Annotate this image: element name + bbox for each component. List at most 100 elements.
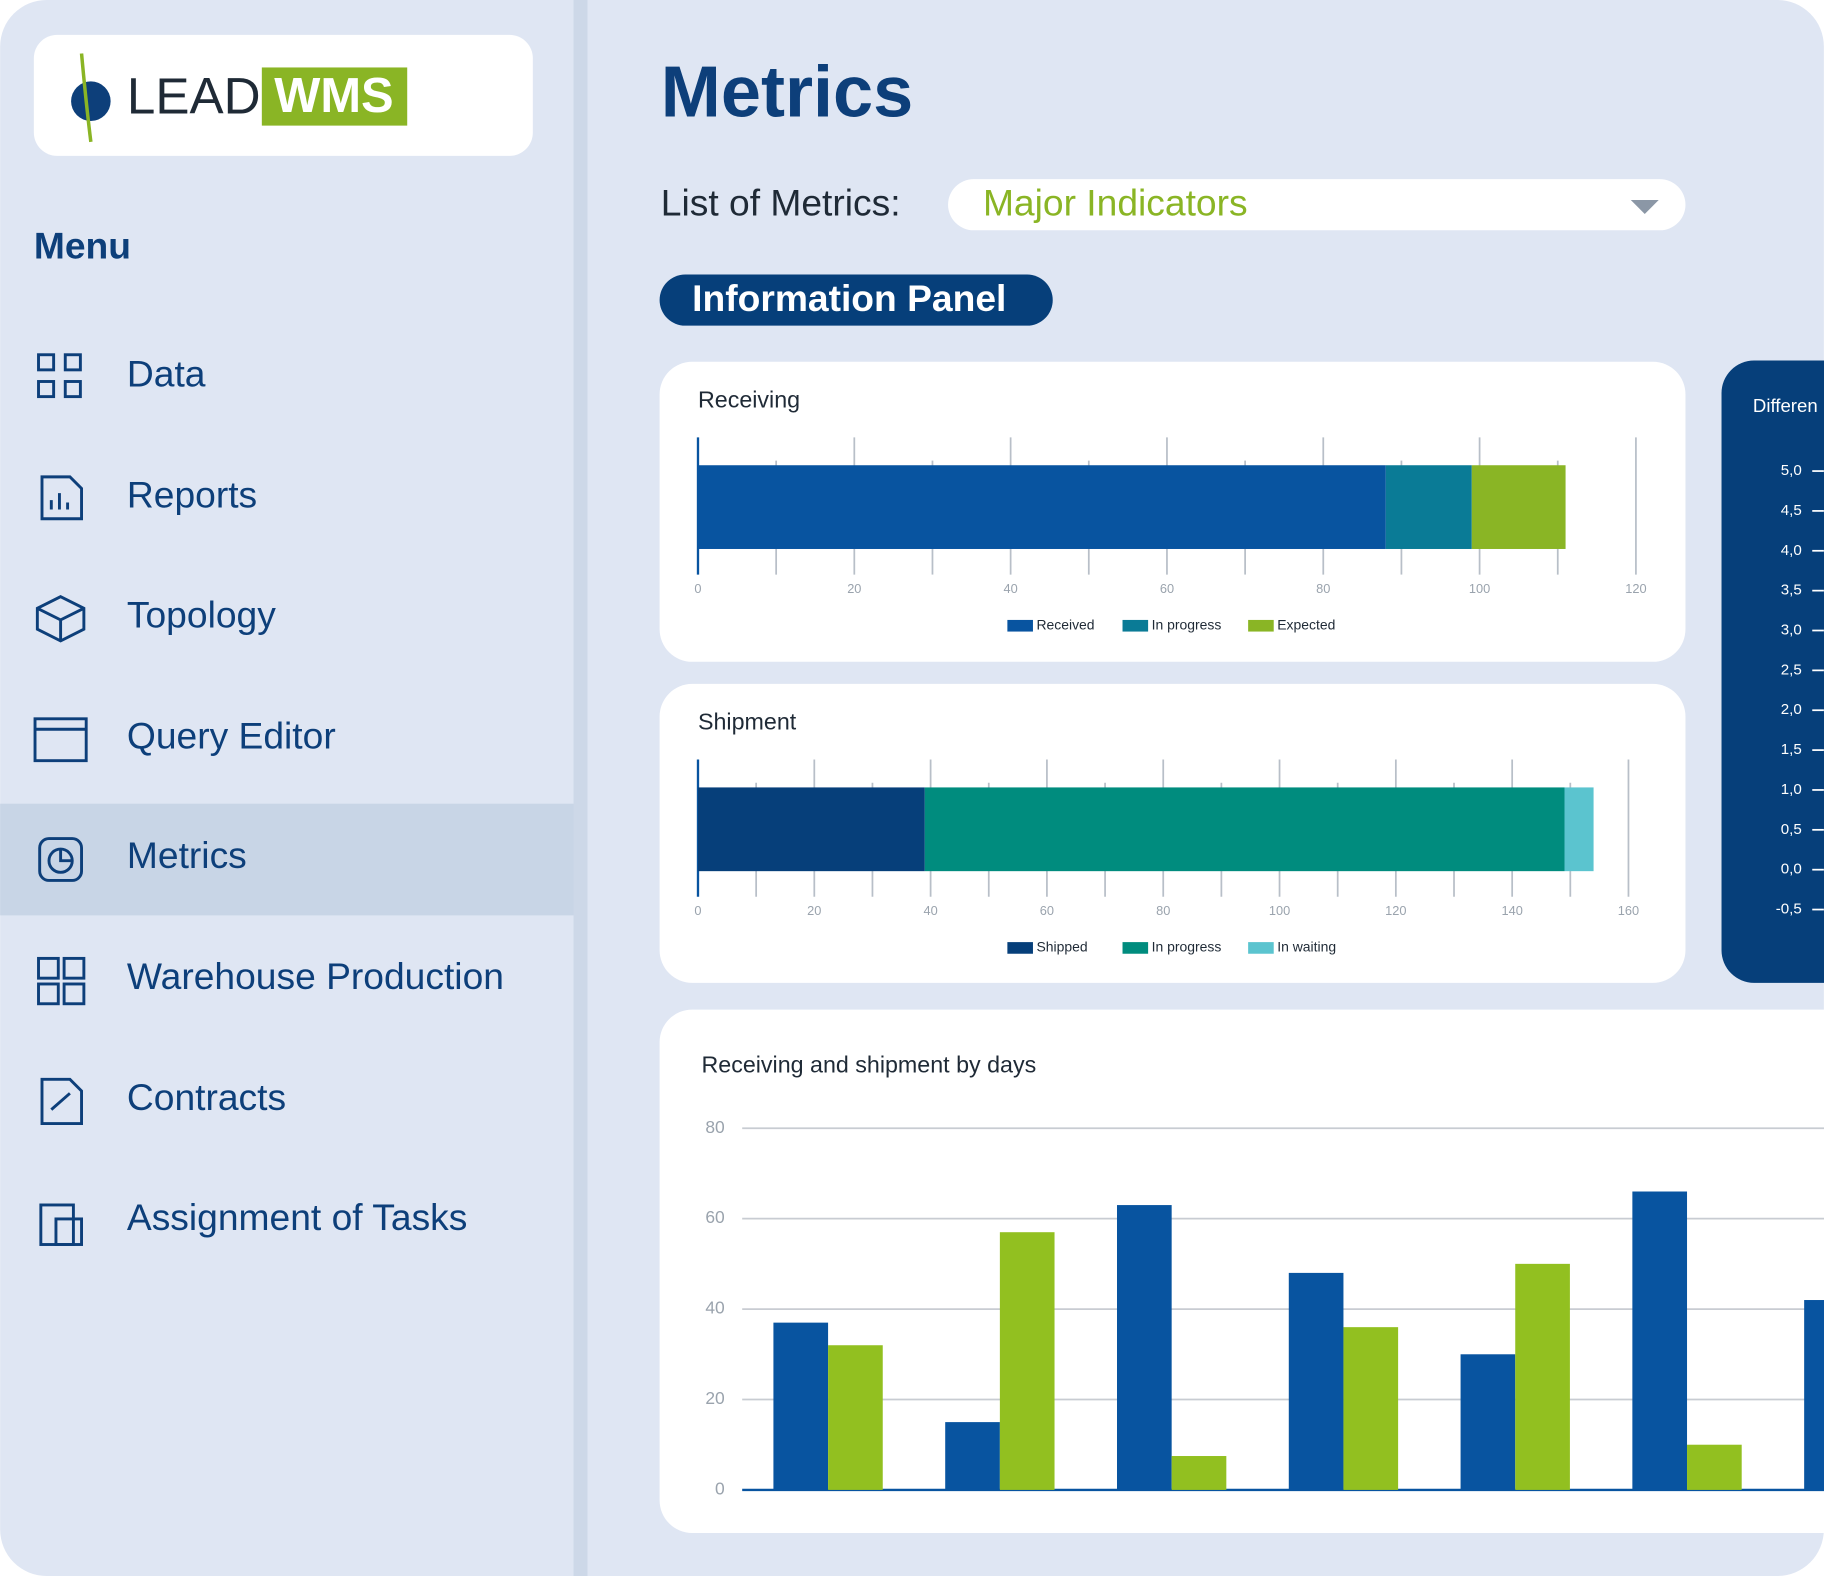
chart-title: Shipment [698, 709, 797, 735]
bar [1687, 1444, 1742, 1490]
menu-item[interactable]: Metrics [127, 834, 247, 876]
y-tick-label: 40 [705, 1298, 725, 1318]
y-tick-label: 3,5 [1781, 582, 1802, 599]
logo-lead: LEAD [127, 68, 261, 125]
y-tick-label: 80 [705, 1117, 725, 1137]
bar [828, 1345, 883, 1490]
x-tick-label: 0 [694, 581, 701, 596]
y-tick-label: 4,0 [1781, 542, 1802, 559]
bar-segment [1471, 465, 1566, 549]
x-tick-label: 80 [1156, 903, 1170, 918]
y-tick-label: 4,5 [1781, 502, 1802, 519]
menu-item[interactable]: Reports [127, 474, 257, 516]
sidebar-divider [573, 0, 588, 1576]
menu-item[interactable]: Query Editor [127, 714, 336, 756]
y-tick-label: 0 [715, 1479, 725, 1499]
bar [1515, 1263, 1570, 1490]
x-tick-label: 100 [1269, 903, 1290, 918]
chart-title: Differen [1753, 395, 1818, 416]
bar-segment [1564, 787, 1594, 872]
x-tick-label: 40 [924, 903, 938, 918]
legend-swatch [1248, 942, 1274, 954]
bar-segment [1385, 465, 1472, 549]
icon-query-editor [33, 717, 88, 763]
bar-segment [924, 787, 1565, 872]
x-tick-label: 80 [1316, 581, 1330, 596]
legend-swatch [1122, 942, 1149, 954]
logo-leaf [79, 53, 93, 143]
x-tick-label: 140 [1501, 903, 1522, 918]
x-tick-label: 60 [1160, 581, 1174, 596]
chart-title: Receiving and shipment by days [701, 1052, 1036, 1078]
menu-item[interactable]: Data [127, 353, 206, 395]
x-tick-label: 160 [1618, 903, 1639, 918]
legend-label: Expected [1277, 616, 1335, 632]
legend-label: In waiting [1277, 939, 1336, 955]
x-tick-label: 100 [1469, 581, 1490, 596]
x-tick-label: 0 [694, 903, 701, 918]
bar [1804, 1300, 1824, 1490]
bar [773, 1322, 829, 1490]
information-panel-label: Information Panel [692, 277, 1006, 319]
y-tick-label: 1,5 [1781, 741, 1802, 758]
logo-wms: WMS [274, 69, 393, 123]
legend-swatch [1122, 619, 1149, 632]
menu-title: Menu [34, 225, 131, 267]
x-tick-label: 120 [1625, 581, 1646, 596]
y-tick-label: 2,5 [1781, 661, 1802, 678]
y-tick-label: 0,5 [1781, 821, 1802, 838]
page-title: Metrics [661, 53, 913, 133]
bar [1460, 1354, 1516, 1490]
legend-swatch [1248, 619, 1274, 632]
logo-wms-box [261, 67, 408, 126]
y-tick-label: 20 [705, 1388, 725, 1408]
y-tick-label: 3,0 [1781, 622, 1802, 639]
y-tick-label: -0,5 [1776, 901, 1802, 918]
information-panel-button[interactable] [659, 274, 1053, 326]
x-tick-label: 40 [1004, 581, 1018, 596]
menu-item[interactable]: Topology [127, 593, 276, 635]
differences-card [1721, 360, 1824, 983]
bar [1632, 1191, 1688, 1490]
y-tick-label: 0,0 [1781, 861, 1802, 878]
bar [945, 1422, 1000, 1490]
logo-mark [71, 81, 111, 121]
bar [999, 1232, 1055, 1490]
y-tick-label: 1,0 [1781, 781, 1802, 798]
legend-swatch [1007, 942, 1033, 954]
legend-swatch [1007, 619, 1033, 632]
legend-label: In progress [1152, 616, 1222, 632]
x-tick-label: 20 [847, 581, 861, 596]
active-menu-highlight [0, 803, 574, 916]
bar [1171, 1456, 1227, 1490]
icon-warehouse-production [37, 956, 86, 1006]
icon-contracts [40, 1077, 84, 1126]
x-tick-label: 60 [1040, 903, 1054, 918]
legend-label: Received [1036, 616, 1094, 632]
dropdown-arrow [1630, 200, 1659, 215]
dropdown-value: Major Indicators [983, 182, 1248, 224]
y-tick-label: 5,0 [1781, 462, 1802, 479]
chart-title: Receiving [698, 386, 800, 412]
icon-topology [35, 595, 86, 643]
bar [1288, 1272, 1344, 1490]
menu-item[interactable]: Warehouse Production [127, 955, 504, 997]
list-label: List of Metrics: [661, 182, 901, 224]
bar [1343, 1327, 1399, 1490]
y-tick-label: 2,0 [1781, 701, 1802, 718]
bar [1116, 1205, 1172, 1490]
icon-data [37, 353, 82, 399]
icon-reports [40, 475, 84, 521]
menu-item[interactable]: Contracts [127, 1076, 286, 1118]
menu-item[interactable]: Assignment of Tasks [127, 1196, 468, 1238]
bar-segment [697, 465, 1386, 549]
bar-segment [697, 787, 925, 872]
legend-label: In progress [1152, 939, 1222, 955]
x-tick-label: 20 [807, 903, 821, 918]
x-tick-label: 120 [1385, 903, 1406, 918]
legend-label: Shipped [1036, 939, 1087, 955]
metrics-dropdown[interactable] [948, 179, 1686, 231]
y-tick-label: 60 [705, 1207, 725, 1227]
